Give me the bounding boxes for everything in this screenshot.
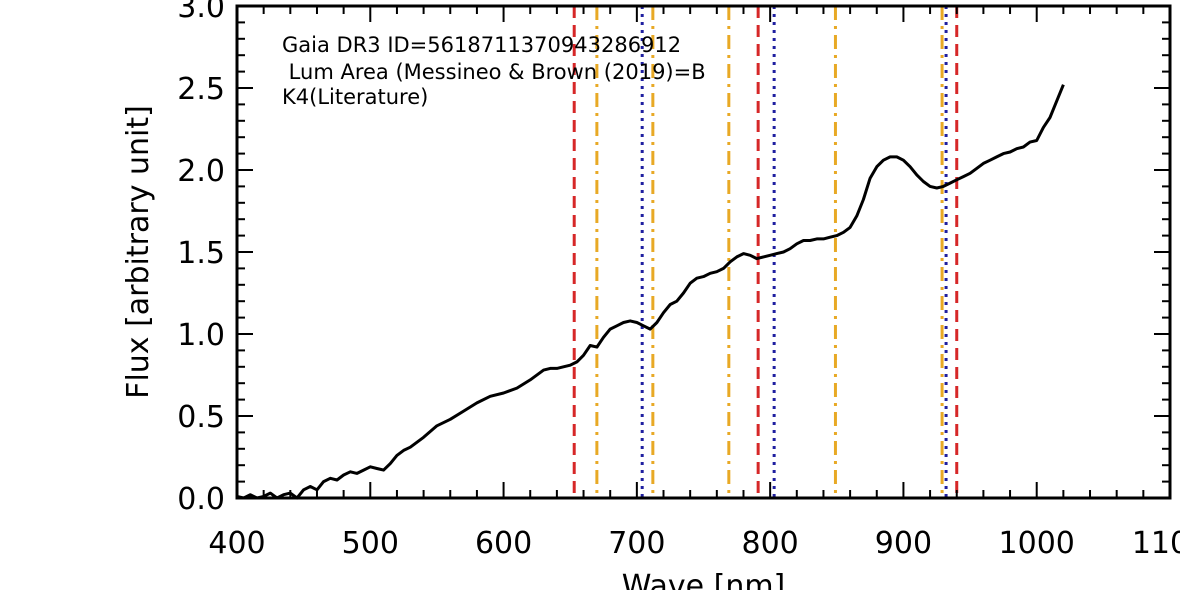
y-axis-title: Flux [arbitrary unit] — [121, 105, 156, 399]
annotation-gaia-id: Gaia DR3 ID=5618711370943286912 — [282, 33, 681, 57]
y-tick-label: 3.0 — [177, 0, 225, 25]
series-layer — [236, 84, 1065, 500]
y-tick-label: 1.5 — [177, 236, 225, 271]
y-tick-label: 0.0 — [177, 482, 225, 517]
annotation-lum-area: Lum Area (Messineo & Brown (2019)=B — [282, 60, 706, 84]
y-tick-label: 2.5 — [177, 72, 225, 107]
ticks-layer — [236, 5, 1171, 499]
y-tick-label: 0.5 — [177, 400, 225, 435]
y-tick-label: 1.0 — [177, 318, 225, 353]
x-tick-label: 400 — [208, 526, 265, 561]
x-tick-label: 600 — [475, 526, 532, 561]
x-tick-label: 500 — [342, 526, 399, 561]
vertical-lines-layer — [572, 6, 959, 498]
spectrum-line-0 — [236, 84, 1065, 500]
x-tick-label: 800 — [742, 526, 799, 561]
x-tick-label: 1000 — [999, 526, 1075, 561]
annotation-spectral-type: K4(Literature) — [282, 85, 428, 109]
x-tick-label: 700 — [608, 526, 665, 561]
x-axis-title: Wave [nm] — [622, 569, 786, 590]
x-tick-label: 900 — [875, 526, 932, 561]
y-tick-label: 2.0 — [177, 154, 225, 189]
